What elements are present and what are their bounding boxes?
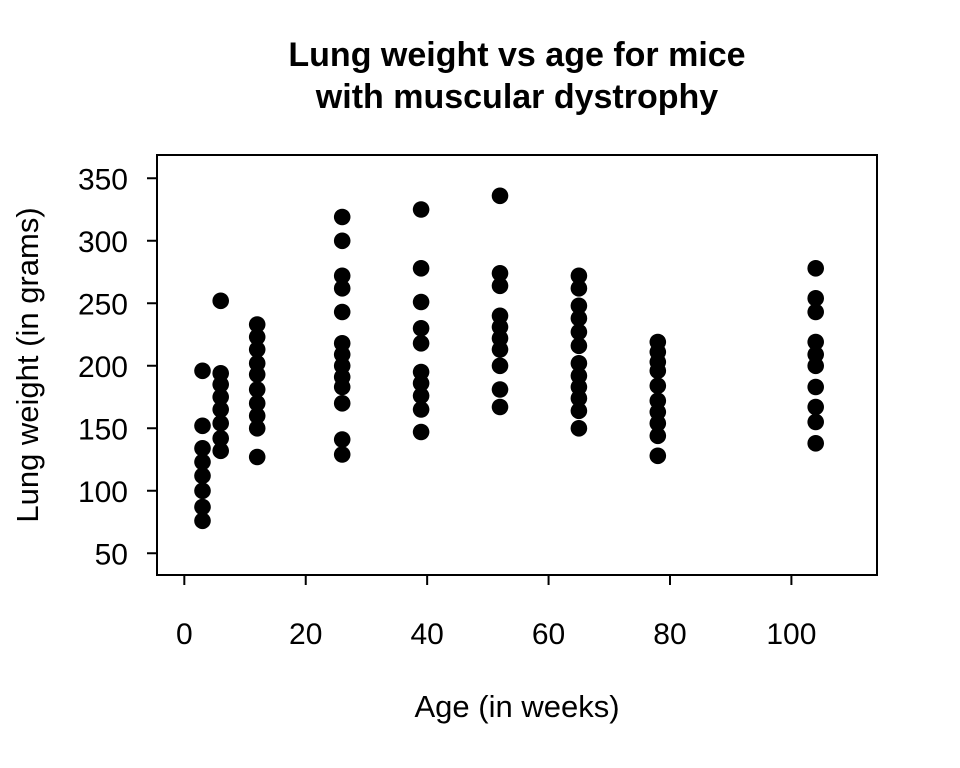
data-point — [248, 316, 266, 333]
data-point — [412, 201, 430, 218]
data-point — [570, 323, 588, 341]
x-tick-label: 40 — [410, 618, 443, 651]
data-point — [333, 303, 351, 321]
chart-title-line2: with muscular dystrophy — [315, 78, 718, 116]
data-point — [570, 297, 588, 315]
y-axis-ticks: 50 100 150 200 250 300 350 — [78, 163, 157, 571]
data-point — [212, 292, 229, 310]
x-tick-label: 100 — [766, 618, 816, 651]
y-axis-label: Lung weight (in grams) — [10, 207, 45, 522]
data-point — [807, 398, 824, 416]
data-point — [570, 355, 588, 372]
data-point — [248, 395, 266, 412]
data-point — [194, 482, 211, 500]
data-point — [807, 260, 824, 277]
data-point — [570, 280, 588, 297]
data-point — [248, 407, 266, 425]
x-tick-label: 20 — [289, 618, 322, 651]
data-point — [412, 293, 430, 311]
data-point — [248, 420, 266, 437]
data-point — [649, 362, 667, 380]
data-point — [649, 415, 667, 432]
data-point — [248, 328, 266, 346]
x-tick-label: 60 — [532, 618, 565, 651]
data-point — [491, 277, 509, 295]
data-point — [807, 413, 824, 431]
data-point — [412, 335, 430, 352]
data-point — [491, 381, 509, 398]
y-tick-label: 300 — [78, 226, 128, 259]
x-tick-label: 0 — [176, 618, 193, 651]
data-point — [212, 376, 229, 393]
data-point — [333, 378, 351, 396]
data-point — [333, 232, 351, 250]
data-point — [491, 187, 509, 205]
data-point — [570, 310, 588, 327]
x-axis-label: Age (in weeks) — [414, 689, 619, 724]
data-point — [194, 440, 211, 457]
data-point — [491, 398, 509, 416]
data-point — [212, 401, 229, 418]
y-tick-label: 200 — [78, 351, 128, 384]
data-point — [807, 290, 824, 307]
x-axis-ticks: 0 20 40 60 80 100 — [176, 575, 816, 651]
data-point — [649, 377, 667, 395]
data-point — [649, 447, 667, 465]
data-point — [807, 303, 824, 321]
y-tick-label: 100 — [78, 476, 128, 509]
data-point — [194, 362, 211, 380]
data-point — [194, 453, 211, 471]
chart-title-line1: Lung weight vs age for mice — [288, 36, 745, 74]
data-point — [570, 420, 588, 437]
data-point — [491, 357, 509, 375]
data-point — [212, 388, 229, 406]
y-tick-label: 350 — [78, 163, 128, 196]
data-point — [570, 402, 588, 420]
data-point — [212, 442, 229, 460]
x-tick-label: 80 — [653, 618, 686, 651]
y-tick-label: 150 — [78, 413, 128, 446]
data-point — [194, 467, 211, 485]
data-point — [570, 390, 588, 407]
data-point — [194, 417, 211, 435]
data-point — [248, 341, 266, 358]
data-point — [194, 512, 211, 530]
data-point — [491, 341, 509, 358]
data-point — [412, 401, 430, 418]
data-point — [194, 498, 211, 516]
data-point — [333, 208, 351, 226]
data-points — [194, 187, 824, 530]
data-point — [412, 423, 430, 441]
data-point — [212, 430, 229, 447]
y-tick-label: 250 — [78, 288, 128, 321]
data-point — [412, 320, 430, 337]
data-point — [807, 357, 824, 375]
data-point — [412, 260, 430, 277]
data-point — [491, 265, 509, 282]
data-point — [570, 337, 588, 355]
y-tick-label: 50 — [95, 538, 128, 571]
data-point — [807, 378, 824, 396]
data-point — [807, 333, 824, 351]
data-point — [248, 448, 266, 466]
data-point — [333, 267, 351, 285]
data-point — [333, 280, 351, 297]
data-point — [412, 375, 430, 392]
data-point — [570, 267, 588, 285]
data-point — [807, 435, 824, 452]
data-point — [248, 381, 266, 398]
data-point — [412, 387, 430, 405]
data-point — [333, 431, 351, 448]
data-point — [248, 366, 266, 383]
data-point — [649, 427, 667, 445]
data-point — [333, 395, 351, 412]
data-point — [212, 415, 229, 432]
data-point — [333, 446, 351, 463]
